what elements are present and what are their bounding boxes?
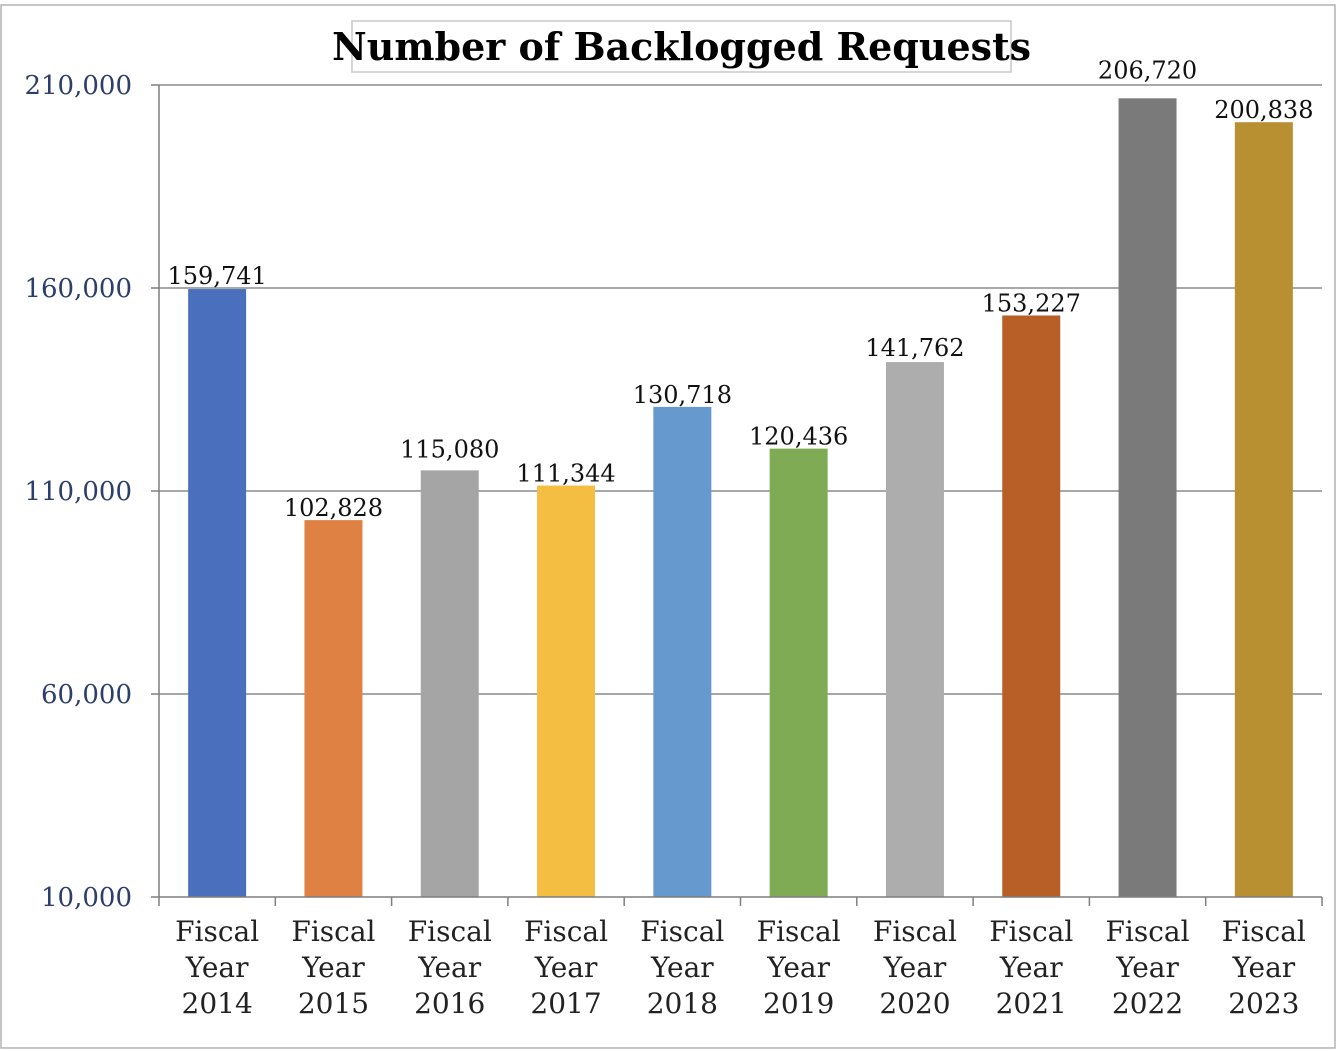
chart-title: Number of Backlogged Requests [332,24,1031,69]
x-tick-label: Fiscal Year 2022 [1106,915,1190,1020]
y-tick-label: 110,000 [24,477,132,507]
data-label: 111,344 [516,460,615,488]
data-labels: 159,741 102,828 115,080 111,344 130,718 120,4… [168,56,1314,522]
y-tick-label: 10,000 [41,883,132,913]
data-label: 130,718 [633,381,732,409]
bars [188,98,1293,898]
bar [1002,315,1061,897]
data-label: 206,720 [1098,56,1197,84]
x-tick-label: Fiscal Year 2021 [989,915,1073,1020]
data-label: 115,080 [400,435,499,463]
data-label: 159,741 [168,262,267,290]
y-tick-label: 160,000 [24,274,132,304]
bar [1234,122,1293,897]
data-label: 141,762 [865,334,964,362]
data-label: 153,227 [982,289,1081,317]
bar [537,485,596,897]
x-tick-labels: Fiscal Year 2014 Fiscal Year 2015 Fiscal Year 20… [175,915,1306,1020]
bar [769,448,828,897]
x-tick-label: Fiscal Year 2014 [175,915,259,1020]
bar [304,520,363,897]
x-tick-label: Fiscal Year 2015 [291,915,375,1020]
bar [653,406,712,897]
chart-title-group: Number of Backlogged Requests [332,20,1031,73]
bar [885,362,944,898]
data-label: 102,828 [284,494,383,522]
x-tick-label: Fiscal Year 2020 [873,915,957,1020]
bar [420,470,479,897]
axes [151,84,1323,906]
x-tick-label: Fiscal Year 2023 [1222,915,1306,1020]
y-tick-label: 210,000 [24,71,132,101]
data-label: 120,436 [749,423,848,451]
y-tick-label: 60,000 [41,680,132,710]
bar [188,289,247,898]
y-tick-labels: 10,000 60,000 110,000 160,000 210,000 [24,71,132,913]
x-tick-label: Fiscal Year 2017 [524,915,608,1020]
data-label: 200,838 [1214,96,1313,124]
x-tick-label: Fiscal Year 2016 [408,915,492,1020]
x-tick-label: Fiscal Year 2019 [757,915,841,1020]
x-tick-label: Fiscal Year 2018 [640,915,724,1020]
bar [1118,98,1177,898]
chart-title-box [351,20,1012,73]
